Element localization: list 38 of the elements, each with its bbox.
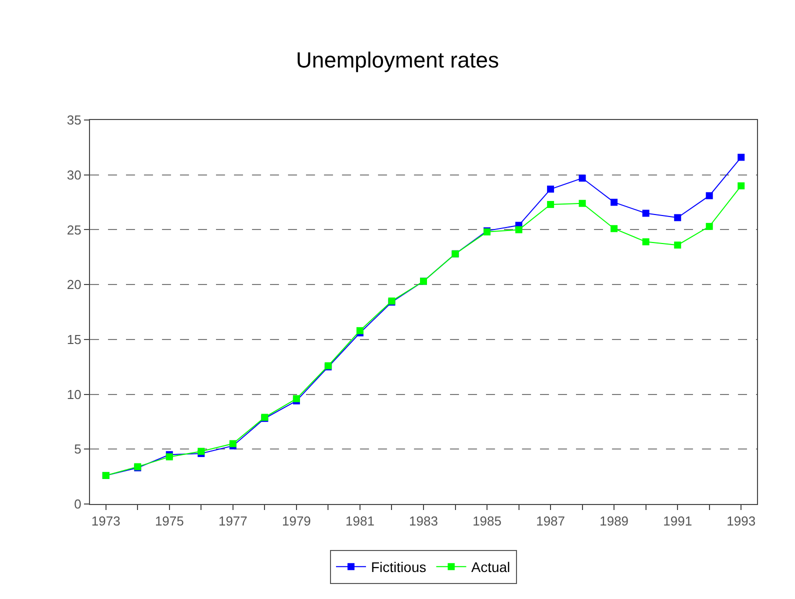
point bbox=[610, 225, 618, 232]
x-tick-label: 1979 bbox=[282, 514, 311, 529]
legend-label: Actual bbox=[471, 559, 510, 576]
point bbox=[642, 238, 650, 246]
y-tick-label: 15 bbox=[66, 332, 82, 347]
x-tick-label: 1981 bbox=[346, 514, 374, 529]
point bbox=[578, 174, 586, 182]
point bbox=[706, 192, 713, 200]
y-tick-label: 20 bbox=[66, 277, 82, 292]
point bbox=[578, 200, 586, 207]
point bbox=[738, 182, 745, 190]
x-tick-label: 1977 bbox=[218, 514, 248, 529]
point bbox=[198, 448, 205, 455]
y-tick-label: 0 bbox=[74, 496, 82, 512]
x-tick-label: 1983 bbox=[409, 514, 438, 529]
y-tick-label: 35 bbox=[66, 112, 82, 128]
point bbox=[706, 222, 713, 230]
legend-label: Fictitious bbox=[371, 559, 426, 576]
point bbox=[642, 210, 650, 217]
point bbox=[547, 186, 554, 193]
point bbox=[515, 226, 522, 234]
point bbox=[547, 200, 554, 208]
point bbox=[674, 242, 682, 249]
chart-title: Unemployment rates bbox=[296, 48, 499, 73]
y-tick-label: 30 bbox=[66, 167, 82, 182]
x-tick-label: 1987 bbox=[536, 514, 566, 529]
y-tick-label: 5 bbox=[74, 442, 82, 457]
point bbox=[738, 154, 745, 161]
x-tick-label: 1993 bbox=[726, 514, 756, 529]
x-tick-label: 1975 bbox=[154, 514, 184, 529]
point bbox=[674, 214, 682, 222]
x-tick-label: 1991 bbox=[663, 514, 692, 529]
x-tick-label: 1989 bbox=[600, 514, 629, 529]
x-tick-label: 1973 bbox=[91, 514, 120, 529]
x-tick-label: 1985 bbox=[472, 514, 502, 529]
point bbox=[610, 198, 618, 206]
y-tick-label: 25 bbox=[66, 222, 82, 238]
y-tick-label: 10 bbox=[66, 386, 82, 402]
